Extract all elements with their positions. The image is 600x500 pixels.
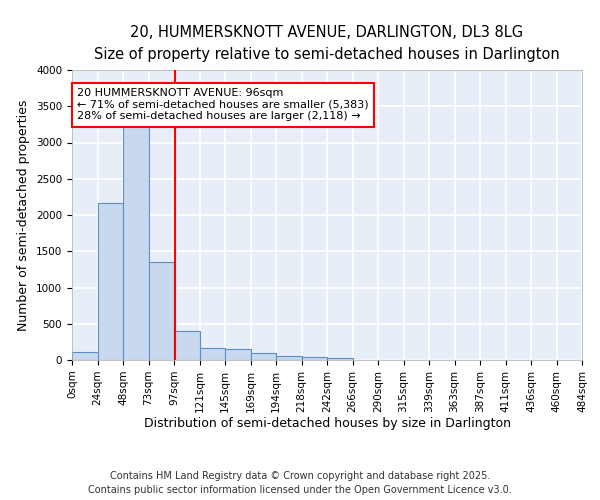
Bar: [72, 352, 97, 360]
Text: Contains HM Land Registry data © Crown copyright and database right 2025.
Contai: Contains HM Land Registry data © Crown c…: [88, 471, 512, 495]
Bar: [149, 262, 174, 360]
Bar: [276, 356, 302, 360]
Y-axis label: Number of semi-detached properties: Number of semi-detached properties: [17, 100, 31, 330]
Bar: [199, 348, 225, 360]
Bar: [97, 204, 123, 360]
Bar: [251, 353, 276, 360]
Text: 20 HUMMERSKNOTT AVENUE: 96sqm
← 71% of semi-detached houses are smaller (5,383)
: 20 HUMMERSKNOTT AVENUE: 96sqm ← 71% of s…: [77, 88, 369, 122]
X-axis label: Distribution of semi-detached houses by size in Darlington: Distribution of semi-detached houses by …: [143, 418, 511, 430]
Bar: [174, 331, 199, 360]
Bar: [327, 358, 353, 360]
Bar: [123, 122, 149, 360]
Bar: [302, 358, 327, 360]
Bar: [225, 349, 251, 360]
Title: 20, HUMMERSKNOTT AVENUE, DARLINGTON, DL3 8LG
Size of property relative to semi-d: 20, HUMMERSKNOTT AVENUE, DARLINGTON, DL3…: [94, 24, 560, 62]
